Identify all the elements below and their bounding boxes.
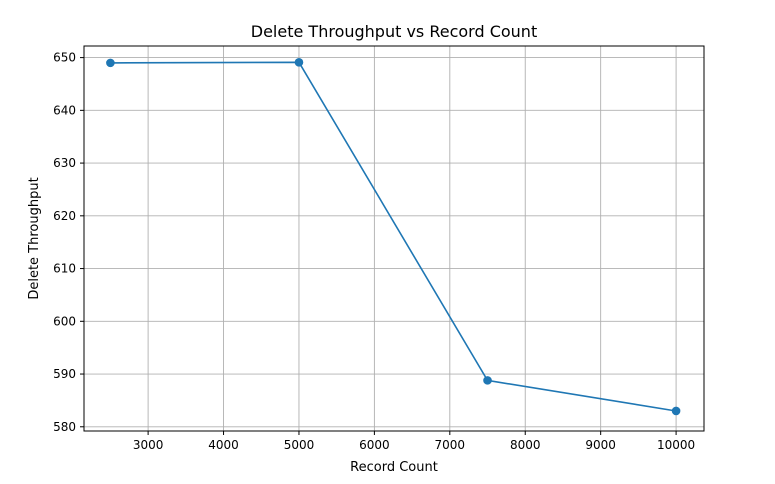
x-tick-label: 5000 <box>284 438 315 452</box>
data-point <box>671 406 681 416</box>
y-tick-label: 630 <box>53 156 76 170</box>
x-tick-label: 7000 <box>435 438 466 452</box>
series-line <box>110 61 677 412</box>
x-tick-label: 8000 <box>510 438 541 452</box>
y-tick-label: 580 <box>53 420 76 434</box>
y-tick-label: 600 <box>53 314 76 328</box>
data-point <box>294 58 304 67</box>
data-point <box>483 376 492 385</box>
x-tick-label: 6000 <box>359 438 390 452</box>
x-tick-label: 3000 <box>133 438 164 452</box>
y-tick-label: 640 <box>53 103 76 117</box>
x-tick-label: 4000 <box>208 438 239 452</box>
plot-frame <box>83 45 705 432</box>
y-tick-label: 590 <box>53 367 76 381</box>
y-tick-label: 650 <box>53 51 76 65</box>
series <box>106 58 681 416</box>
x-tick-label: 9000 <box>585 438 616 452</box>
grid <box>84 46 704 431</box>
y-tick-label: 610 <box>53 262 76 276</box>
x-axis-label: Record Count <box>350 460 438 475</box>
x-tick-label: 10000 <box>657 438 695 452</box>
axis-ticks: 3000 4000 5000 6000 7000 8000 9000 10000 580 590 6… <box>53 51 695 452</box>
chart-title: Delete Throughput vs Record Count <box>251 22 537 41</box>
data-point <box>106 58 115 68</box>
y-axis-label: Delete Throughput <box>27 177 42 299</box>
y-tick-label: 620 <box>53 209 76 223</box>
